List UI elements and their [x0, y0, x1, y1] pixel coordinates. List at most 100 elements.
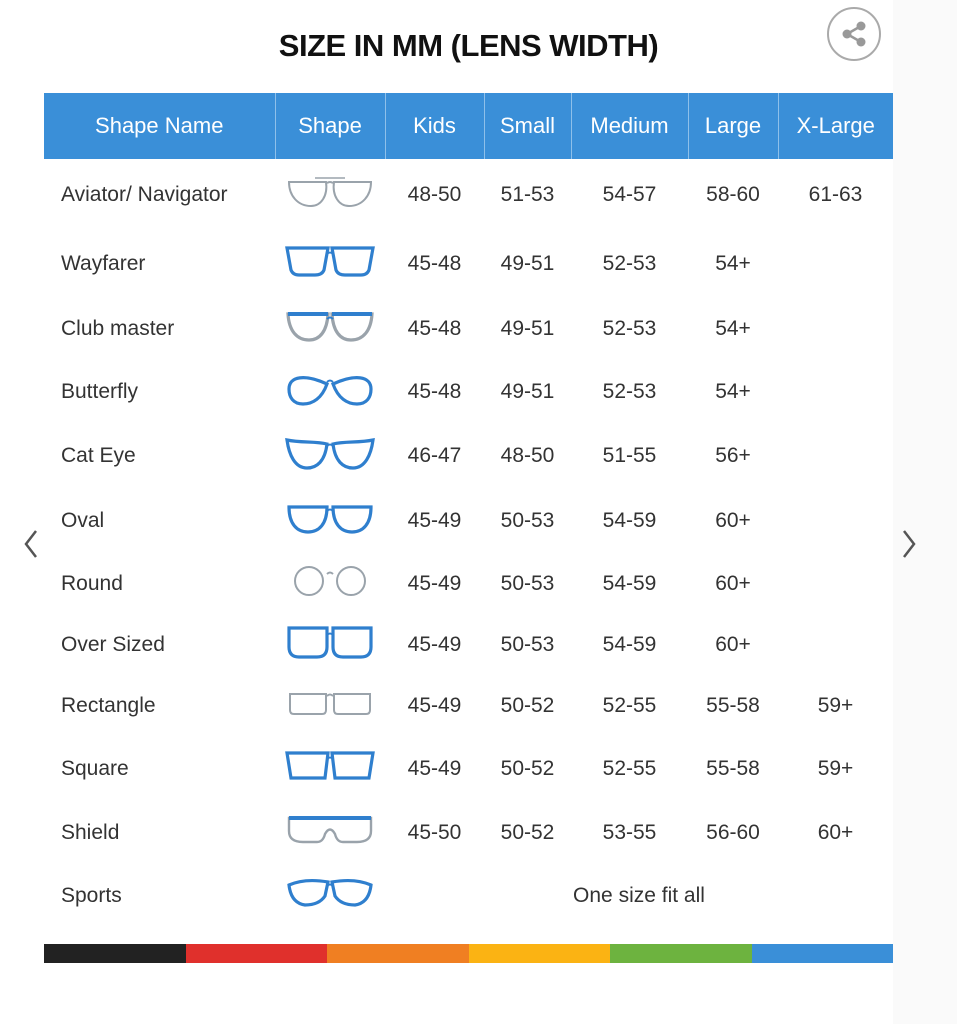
shape-name: Oval — [61, 508, 105, 532]
col-large: Large — [687, 93, 778, 159]
size-medium: 54-57 — [602, 183, 657, 206]
chevron-right-icon — [903, 530, 916, 558]
shape-cell — [275, 361, 385, 423]
size-small: 50-52 — [500, 821, 555, 844]
shape-name: Shield — [61, 821, 120, 844]
size-large: 55-58 — [706, 693, 760, 717]
col-xlarge: X-Large — [777, 93, 893, 159]
square-frame-icon — [285, 750, 375, 780]
size-kids: 45-50 — [407, 821, 462, 844]
size-medium: 51-55 — [602, 443, 657, 467]
size-xlarge — [778, 614, 893, 675]
shape-cell — [275, 801, 385, 865]
share-icon — [842, 21, 866, 47]
shape-name: Wayfarer — [61, 252, 146, 275]
shape-name: Club master — [61, 317, 175, 340]
share-button[interactable] — [827, 7, 881, 61]
size-large: 60+ — [715, 508, 751, 532]
size-xlarge: 61-63 — [808, 183, 863, 206]
shape-name: Sports — [61, 883, 122, 907]
page-edge — [893, 0, 957, 1024]
shape-name: Cat Eye — [61, 443, 136, 467]
butterfly-frame-icon — [287, 376, 373, 406]
size-medium: 52-53 — [602, 380, 657, 403]
shape-name: Rectangle — [61, 693, 156, 717]
size-kids: 45-49 — [407, 693, 462, 717]
size-kids: 45-49 — [407, 571, 462, 595]
size-large: 56+ — [715, 443, 751, 467]
table-row: Rectangle 45-49 50-52 52-55 55-58 59+ — [44, 675, 893, 736]
rectangle-frame-icon — [289, 692, 371, 715]
color-bar-segment — [468, 944, 610, 963]
size-kids: 45-49 — [407, 632, 462, 656]
col-shape-name: Shape Name — [44, 93, 275, 159]
size-medium: 54-59 — [602, 508, 657, 532]
size-large: 60+ — [715, 571, 751, 595]
size-xlarge — [778, 553, 893, 614]
size-small: 50-52 — [500, 693, 555, 717]
size-kids: 46-47 — [407, 443, 462, 467]
size-small: 50-52 — [500, 756, 555, 780]
shape-cell — [275, 553, 385, 614]
page-title: SIZE IN MM (LENS WIDTH) — [278, 28, 659, 63]
size-large: 58-60 — [706, 183, 760, 206]
shape-name: Butterfly — [61, 380, 139, 403]
table-row: Sports One size fit all — [44, 865, 893, 926]
table-header: Shape Name Shape Kids Small Medium Large… — [44, 93, 893, 159]
size-table: Shape Name Shape Kids Small Medium Large… — [44, 93, 893, 926]
table-row: Cat Eye 46-47 48-50 51-55 56+ — [44, 423, 893, 488]
size-kids: 45-49 — [407, 756, 462, 780]
shape-cell — [275, 297, 385, 361]
size-xlarge: 59+ — [817, 693, 854, 717]
size-small: 51-53 — [500, 183, 555, 206]
col-shape: Shape — [274, 93, 385, 159]
round-frame-icon — [293, 565, 367, 596]
size-kids: 45-48 — [407, 380, 462, 403]
size-medium: 54-59 — [602, 632, 657, 656]
shape-cell — [275, 488, 385, 553]
size-xlarge — [778, 361, 893, 423]
table-row: Square 45-49 50-52 52-55 55-58 59+ — [44, 736, 893, 801]
prev-button[interactable] — [16, 527, 46, 561]
size-medium: 52-53 — [602, 317, 657, 340]
size-medium: 54-59 — [602, 571, 657, 595]
table-row: Oval 45-49 50-53 54-59 60+ — [44, 488, 893, 553]
color-bar-segment — [610, 944, 752, 963]
shape-cell — [275, 231, 385, 297]
size-large: 55-58 — [706, 756, 760, 780]
table-row: Aviator/ Navigator 48-50 51-53 54-57 58-60 61… — [44, 159, 893, 231]
size-small: 50-53 — [500, 632, 555, 656]
shape-cell — [275, 865, 385, 926]
cateye-frame-icon — [285, 437, 375, 470]
table-row: Butterfly 45-48 49-51 52-53 54+ — [44, 361, 893, 423]
shape-name: Over Sized — [61, 632, 165, 656]
table-row: Round 45-49 50-53 54-59 60+ — [44, 553, 893, 614]
table-row: Club master 45-48 49-51 52-53 54+ — [44, 297, 893, 361]
size-small: 50-53 — [500, 571, 555, 595]
sports-frame-icon — [287, 878, 373, 907]
size-kids: 45-48 — [407, 317, 462, 340]
table-row: Shield 45-50 50-52 53-55 56-60 60+ — [44, 801, 893, 865]
color-bar-segment — [44, 944, 186, 963]
shape-name: Square — [61, 756, 129, 780]
shape-name: Aviator/ Navigator — [61, 183, 228, 206]
size-kids: 45-49 — [407, 508, 462, 532]
size-large: 54+ — [715, 380, 751, 403]
shape-cell — [275, 675, 385, 736]
size-xlarge — [778, 488, 893, 553]
size-kids: 45-48 — [407, 252, 462, 275]
col-medium: Medium — [570, 93, 688, 159]
size-large: 56-60 — [706, 821, 760, 844]
table-row: Over Sized 45-49 50-53 54-59 60+ — [44, 614, 893, 675]
size-xlarge: 59+ — [817, 756, 854, 780]
size-large: 60+ — [715, 632, 751, 656]
size-xlarge — [778, 231, 893, 297]
wayfarer-frame-icon — [285, 246, 375, 277]
size-medium: 52-55 — [602, 693, 657, 717]
size-medium: 53-55 — [602, 821, 657, 844]
shape-name: Round — [61, 571, 123, 595]
shape-cell — [275, 614, 385, 675]
size-kids: 48-50 — [407, 183, 462, 206]
next-button[interactable] — [894, 527, 924, 561]
shield-frame-icon — [287, 816, 373, 844]
